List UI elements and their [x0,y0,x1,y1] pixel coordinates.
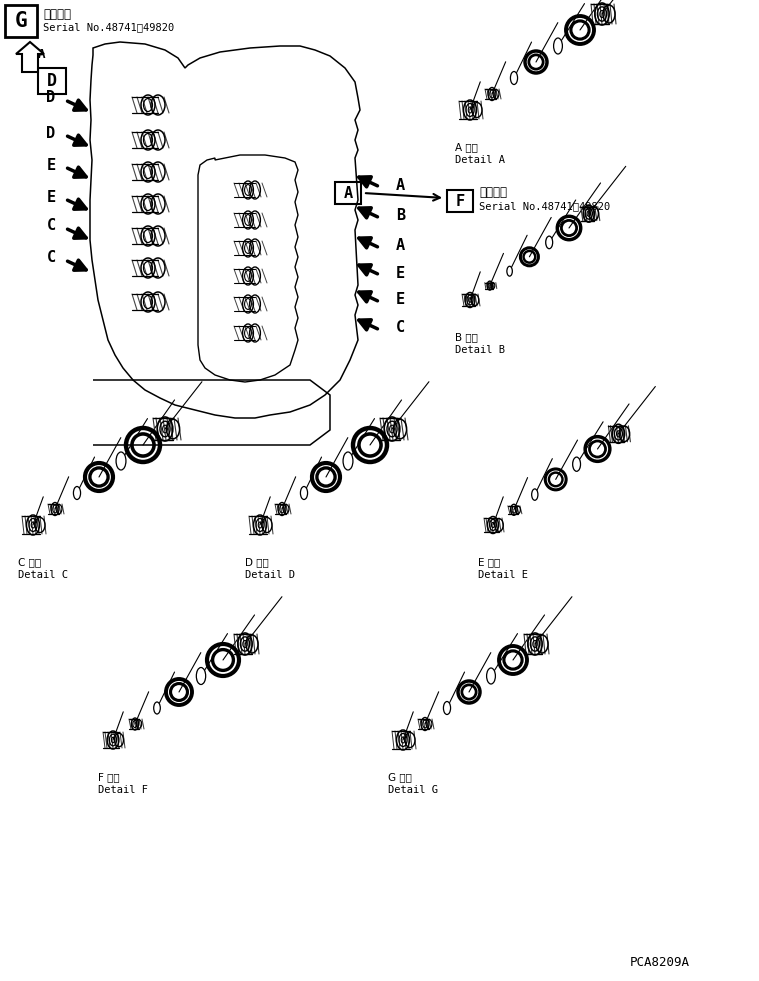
Bar [335,182,361,204]
Ellipse shape [531,489,538,500]
Text: B 詳細: B 詳細 [455,332,478,342]
Text: D: D [46,126,55,140]
Ellipse shape [507,266,512,276]
Text: D 詳細: D 詳細 [245,557,269,567]
Ellipse shape [74,487,80,499]
Text: E 詳細: E 詳細 [478,557,500,567]
Ellipse shape [546,236,553,249]
Text: E: E [396,292,405,307]
Text: C: C [46,250,55,266]
Text: C 詳細: C 詳細 [18,557,41,567]
Ellipse shape [443,701,451,714]
Bar [38,68,66,94]
Text: A: A [396,178,405,192]
Text: 適用号機: 適用号機 [43,8,71,21]
Ellipse shape [487,668,496,684]
Text: C: C [396,321,405,336]
Text: A 詳細: A 詳細 [455,142,478,152]
Text: D: D [47,72,57,90]
Text: F: F [455,193,465,209]
Text: E: E [46,158,55,173]
Ellipse shape [154,702,160,714]
Text: PCA8209A: PCA8209A [630,956,690,969]
Text: A: A [343,185,353,200]
Text: Detail D: Detail D [245,570,295,580]
Ellipse shape [573,457,581,471]
Text: B: B [396,209,405,224]
Text: Serial No.48741～49820: Serial No.48741～49820 [43,22,175,32]
Text: F 詳細: F 詳細 [98,772,120,782]
Text: Detail B: Detail B [455,345,505,355]
Polygon shape [16,42,44,72]
Text: Detail E: Detail E [478,570,528,580]
Text: Detail G: Detail G [388,785,438,795]
Text: E: E [396,266,405,281]
Text: D: D [46,90,55,106]
Text: E: E [46,189,55,204]
Text: A: A [38,48,46,62]
Bar [5,5,37,37]
Text: G 詳細: G 詳細 [388,772,412,782]
Text: C: C [46,219,55,233]
Text: A: A [396,238,405,253]
Ellipse shape [343,452,353,470]
Text: Detail F: Detail F [98,785,148,795]
Ellipse shape [553,38,562,54]
Ellipse shape [301,487,307,499]
Text: Detail A: Detail A [455,155,505,165]
Ellipse shape [116,452,126,470]
Text: 適用号機: 適用号機 [479,186,507,199]
Bar [447,190,473,212]
Ellipse shape [197,667,206,685]
Text: Serial No.48741～49820: Serial No.48741～49820 [479,201,610,211]
Ellipse shape [510,72,518,84]
Text: Detail C: Detail C [18,570,68,580]
Text: G: G [14,11,27,31]
